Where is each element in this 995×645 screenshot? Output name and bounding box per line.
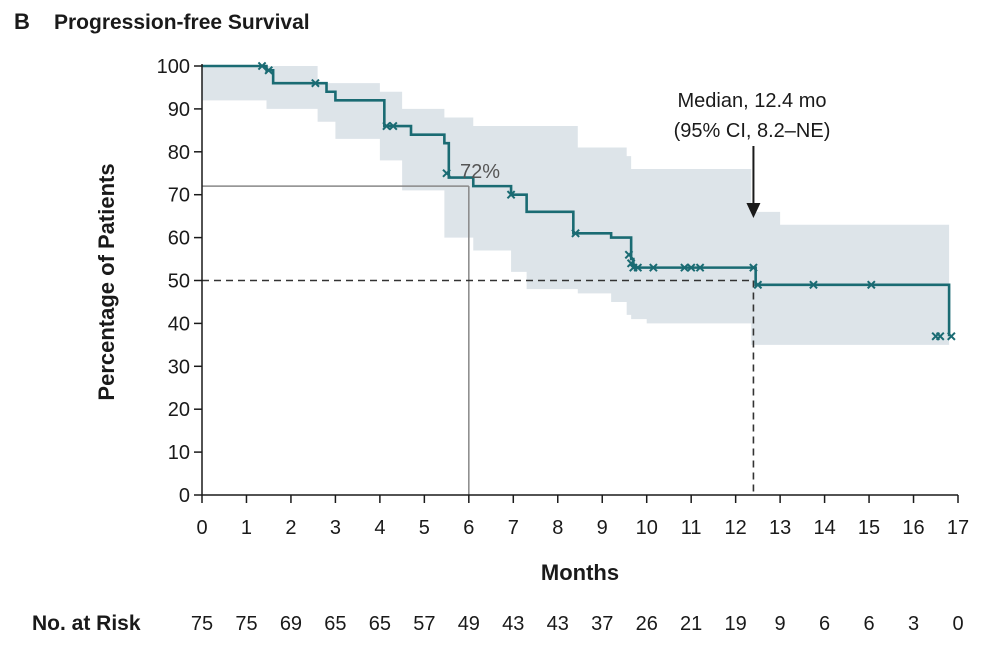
panel-letter: B — [14, 9, 30, 34]
censor-mark — [624, 250, 634, 260]
censor-mark — [626, 259, 636, 268]
at-risk-value: 43 — [502, 613, 524, 635]
x-tick-label: 4 — [374, 517, 385, 539]
at-risk-value: 6 — [819, 613, 830, 635]
censor-mark — [264, 65, 274, 75]
y-tick-label: 0 — [179, 485, 190, 507]
at-risk-value: 75 — [191, 613, 213, 635]
x-tick-label: 0 — [196, 517, 207, 539]
x-tick-label: 16 — [902, 517, 924, 539]
at-risk-value: 26 — [636, 613, 658, 635]
at-risk-value: 65 — [369, 613, 391, 635]
at-risk-value: 37 — [591, 613, 613, 635]
censor-mark — [680, 263, 689, 272]
x-tick-label: 13 — [769, 517, 791, 539]
median-annotation-line2: (95% CI, 8.2–NE) — [674, 120, 831, 142]
x-tick-label: 14 — [813, 517, 835, 539]
y-tick-label: 70 — [168, 185, 190, 207]
at-risk-values: 75 75 69 65 65 57 49 43 43 37 26 21 19 9 6 6 3 0 — [191, 613, 964, 635]
censor-mark — [382, 121, 391, 131]
y-tick-labels: 0 10 20 30 40 50 60 70 80 90 100 — [157, 56, 190, 507]
median-arrow — [746, 146, 761, 218]
at-risk-value: 69 — [280, 613, 302, 635]
x-tick-label: 9 — [597, 517, 608, 539]
at-risk-value: 0 — [952, 613, 963, 635]
censor-marks-group — [257, 61, 956, 341]
censor-mark — [753, 280, 763, 290]
at-risk-value: 49 — [458, 613, 480, 635]
y-axis-title: Percentage of Patients — [94, 163, 119, 400]
y-tick-label: 100 — [157, 56, 190, 78]
y-tick-label: 40 — [168, 313, 190, 335]
x-axis-title: Months — [541, 560, 619, 585]
x-tick-label: 2 — [285, 517, 296, 539]
at-risk-label: No. at Risk — [32, 612, 141, 635]
x-tick-label: 5 — [419, 517, 430, 539]
x-tick-label: 17 — [947, 517, 969, 539]
at-risk-value: 3 — [908, 613, 919, 635]
x-tick-label: 1 — [241, 517, 252, 539]
y-tick-label: 50 — [168, 271, 190, 293]
censor-mark — [257, 61, 267, 71]
censor-mark — [506, 190, 516, 200]
ci-band — [202, 66, 950, 345]
x-tick-labels: 0 1 2 3 4 5 6 7 8 9 10 11 12 13 14 15 16 17 — [196, 517, 969, 539]
x-tick-label: 15 — [858, 517, 880, 539]
at-risk-value: 21 — [680, 613, 702, 635]
censor-mark — [749, 263, 758, 272]
censor-mark — [809, 280, 818, 290]
censor-mark — [686, 263, 696, 272]
median-annotation-line1: Median, 12.4 mo — [678, 90, 827, 112]
censor-mark — [947, 331, 956, 341]
reference-lines-group — [202, 185, 755, 495]
y-tick-label: 10 — [168, 442, 190, 464]
at-risk-value: 75 — [235, 613, 257, 635]
at-risk-value: 6 — [863, 613, 874, 635]
x-tick-label: 10 — [636, 517, 658, 539]
panel-title: Progression-free Survival — [54, 11, 310, 34]
x-tick-label: 8 — [552, 517, 563, 539]
censor-mark — [935, 331, 945, 341]
at-risk-value: 65 — [324, 613, 346, 635]
confidence-band-group — [202, 66, 950, 345]
x-tick-label: 12 — [725, 517, 747, 539]
y-tick-label: 60 — [168, 228, 190, 250]
censor-mark — [649, 263, 658, 272]
y-tick-label: 30 — [168, 356, 190, 378]
six-month-survival-label: 72% — [460, 161, 500, 183]
y-tick-label: 80 — [168, 142, 190, 164]
y-tick-label: 90 — [168, 99, 190, 121]
x-tick-label: 11 — [681, 517, 702, 539]
censor-mark — [866, 280, 876, 290]
at-risk-value: 9 — [775, 613, 786, 635]
x-tick-label: 3 — [330, 517, 341, 539]
censor-mark — [633, 263, 643, 272]
x-tick-label: 6 — [463, 517, 474, 539]
censor-mark — [442, 168, 451, 178]
censor-mark — [311, 78, 320, 88]
median-arrow-head — [746, 203, 761, 218]
x-tick-label: 7 — [508, 517, 519, 539]
censor-mark — [388, 121, 398, 131]
at-risk-value: 43 — [547, 613, 569, 635]
y-tick-label: 20 — [168, 399, 190, 421]
at-risk-value: 57 — [413, 613, 435, 635]
at-risk-value: 19 — [725, 613, 747, 635]
censor-mark — [571, 229, 580, 238]
censor-mark — [695, 263, 705, 272]
axes-group — [194, 64, 959, 503]
